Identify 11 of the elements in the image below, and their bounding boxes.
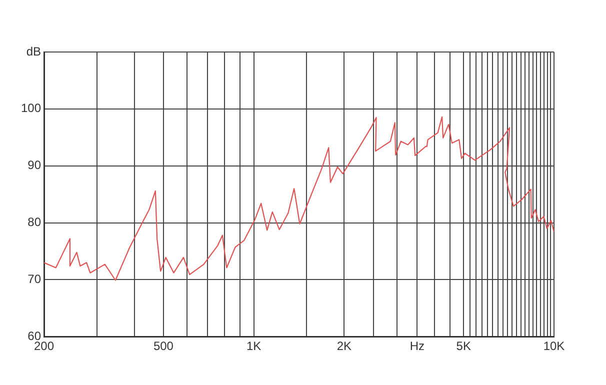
y-tick-label: 80 — [28, 215, 42, 230]
x-tick-label: 10K — [543, 339, 565, 354]
x-tick-label: 1K — [246, 339, 262, 354]
x-tick-label: Hz — [410, 339, 424, 354]
y-tick-label: 70 — [28, 272, 42, 286]
y-tick-label: 100 — [20, 101, 42, 116]
y-tick-label: 90 — [28, 158, 42, 172]
y-tick-label: dB — [26, 44, 42, 58]
x-tick-label: 500 — [153, 339, 174, 354]
x-tick-label: 2K — [336, 339, 352, 354]
x-tick-label: 5K — [456, 339, 471, 354]
